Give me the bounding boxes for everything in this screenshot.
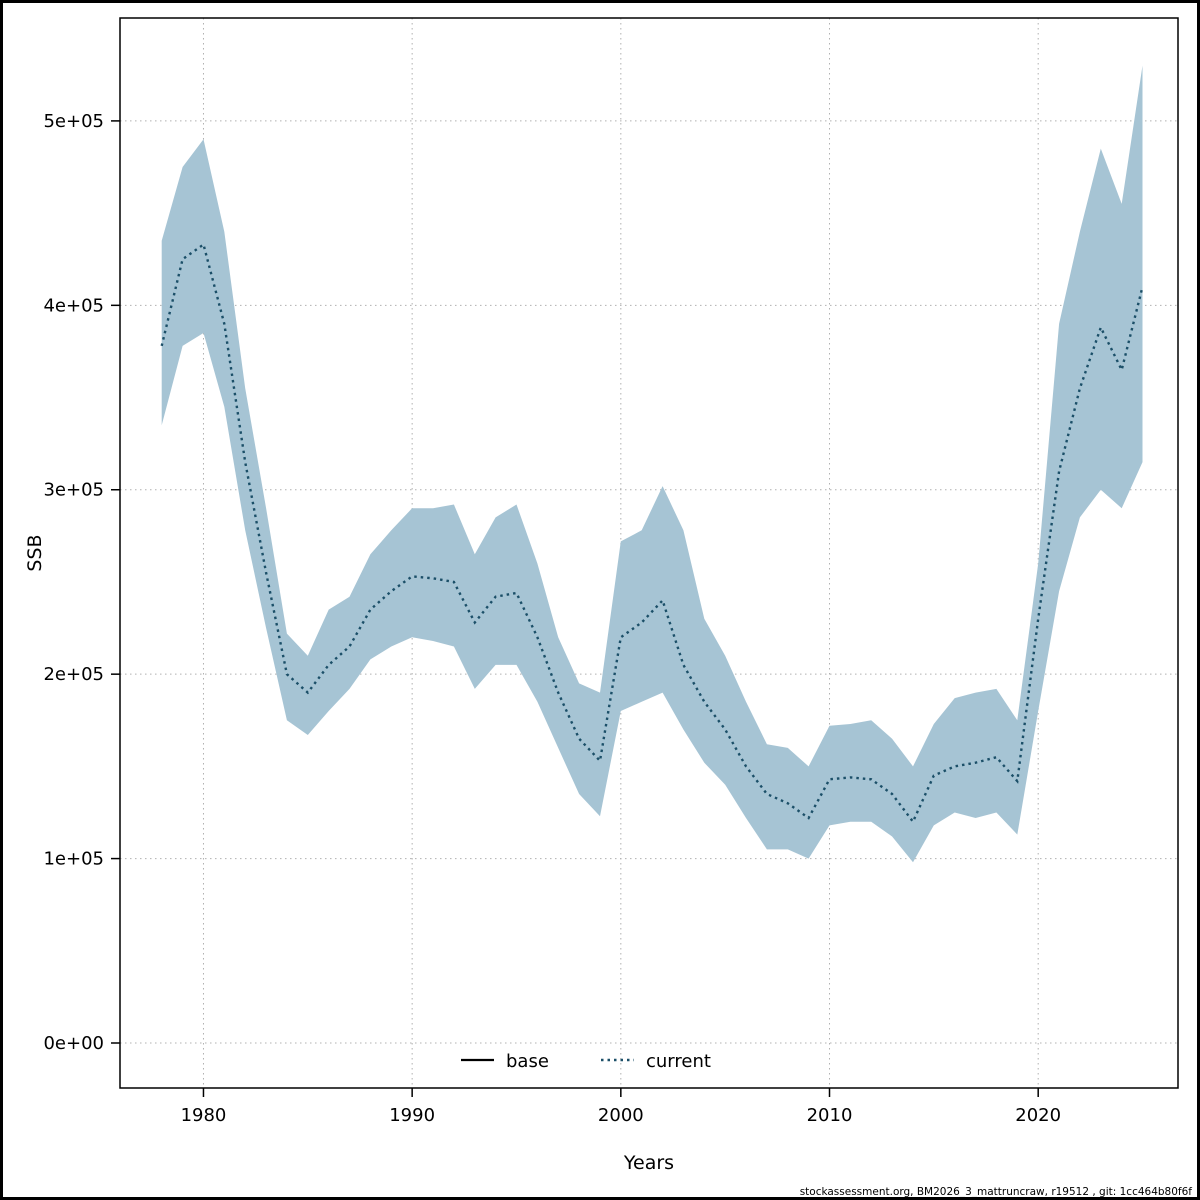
confidence-band [161, 65, 1143, 863]
footer-text: stockassessment.org, BM2026_3_mattruncra… [800, 1186, 1193, 1198]
legend-current-label: current [646, 1051, 711, 1072]
y-axis-title: SSB [24, 534, 46, 571]
y-tick-label: 5e+05 [43, 111, 104, 132]
legend: base current [461, 1051, 711, 1072]
y-tick-label: 3e+05 [43, 480, 104, 501]
ssb-chart: 0e+00 1e+05 2e+05 3e+05 4e+05 5e+05 1980 1990 20… [24, 17, 1193, 1198]
x-tick-label: 1980 [181, 1105, 227, 1126]
chart-layer: 0e+00 1e+05 2e+05 3e+05 4e+05 5e+05 1980 1990 20… [43, 17, 1179, 1126]
x-axis-title: Years [623, 1152, 674, 1174]
x-tick-label: 2010 [807, 1105, 853, 1126]
y-tick-label: 4e+05 [43, 295, 104, 316]
y-tick-label: 2e+05 [43, 664, 104, 685]
y-tick-label: 0e+00 [43, 1033, 104, 1054]
x-tick-label: 2020 [1015, 1105, 1061, 1126]
legend-base-label: base [506, 1051, 549, 1072]
x-tick-label: 2000 [598, 1105, 644, 1126]
current-line [160, 242, 1144, 825]
plot-border [119, 17, 1179, 1089]
y-tick-label: 1e+05 [43, 849, 104, 870]
x-tick-label: 1990 [389, 1105, 435, 1126]
